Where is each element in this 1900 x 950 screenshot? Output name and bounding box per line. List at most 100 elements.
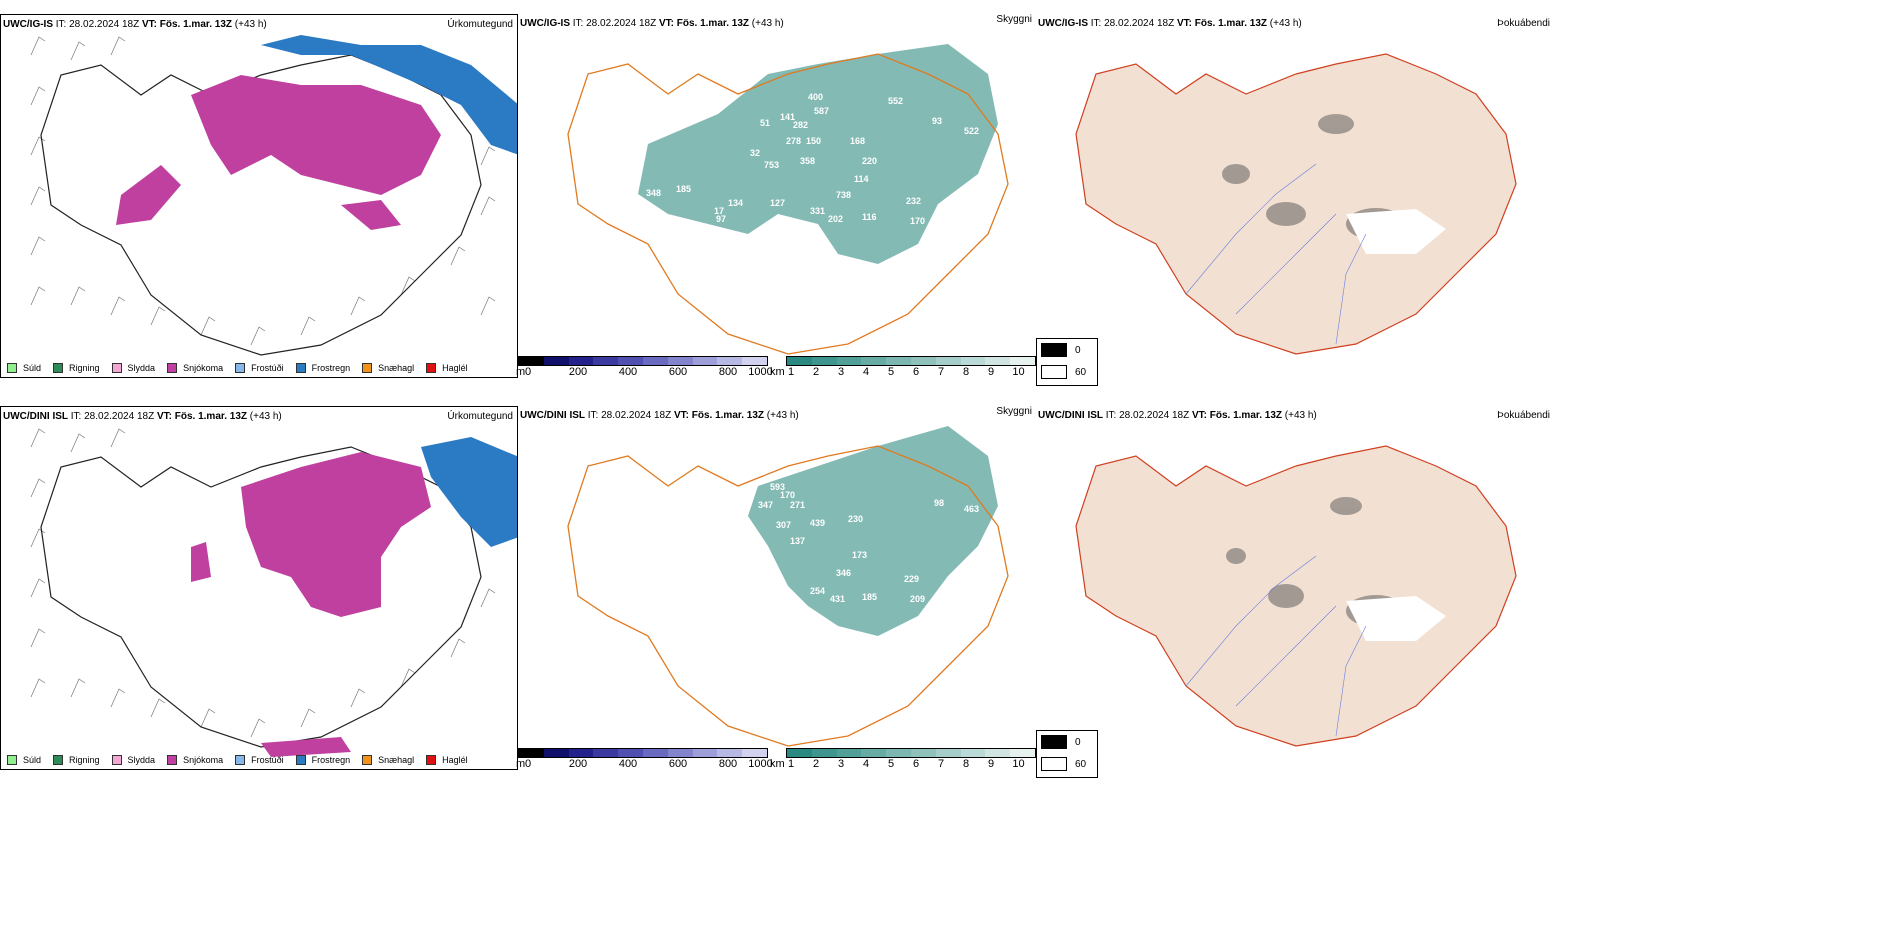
legend-item: Snæhagl [362, 363, 414, 373]
cloud-label: 17 [714, 206, 724, 216]
cloud-title-top: Skyggni [996, 14, 1032, 25]
fog-legend-value: 0 [1075, 344, 1081, 356]
ceiling-bar [518, 356, 768, 366]
legend-label: Frostregn [311, 363, 351, 373]
bin [692, 357, 718, 365]
legend-swatch [53, 363, 64, 373]
legend-item: Frostregn [295, 755, 350, 765]
tick: 3 [837, 366, 845, 378]
legend-swatch [7, 363, 17, 373]
ceiling-unit: m [516, 366, 526, 378]
cloud-title-bottom: Skyggni [996, 406, 1032, 417]
fog-panel-top: UWC/IG-IS IT: 28.02.2024 18Z VT: Fös. 1.… [1036, 14, 1554, 378]
fog-legend-row: 0 [1041, 735, 1081, 749]
bin [593, 357, 619, 365]
bin [910, 749, 936, 757]
legend-swatch [362, 755, 373, 765]
it-label: IT: [587, 410, 599, 421]
tick: 4 [862, 758, 870, 770]
visibility-ticks: 1 2 3 4 5 6 7 8 9 10 [786, 758, 1036, 770]
bin [787, 357, 812, 365]
bin [960, 357, 986, 365]
cloud-map-top: 400 552 220 141 282 150 278 168 358 753 … [567, 44, 1009, 355]
precip-legend-bottom: Súld Rigning Slydda Snjókoma Frostúði Fr… [7, 755, 468, 765]
cloud-panel-top: 400 552 220 141 282 150 278 168 358 753 … [518, 14, 1036, 378]
cloud-panel-bottom: 593 170 271 347 307 439 230 137 173 346 … [518, 406, 1036, 770]
init-time: 28.02.2024 18Z [1104, 18, 1175, 29]
bin [742, 749, 767, 757]
cloud-label: 431 [830, 594, 845, 604]
legend-swatch [362, 363, 373, 373]
legend-swatch [295, 363, 306, 373]
bin [543, 357, 569, 365]
cloud-label: 439 [810, 518, 825, 528]
visibility-unit: km [770, 366, 785, 378]
fog-swatch-dark [1041, 735, 1067, 749]
freezing-rain-region [261, 35, 517, 155]
bin [717, 749, 743, 757]
bin [836, 749, 862, 757]
model-name: UWC/IG-IS [3, 19, 53, 30]
model-name: UWC/IG-IS [520, 18, 570, 29]
cloud-label: 150 [806, 136, 821, 146]
fog-title-top: Þokuábendi [1497, 18, 1550, 29]
iceland-outline [40, 54, 482, 356]
tick: 0 [524, 758, 532, 770]
lead-time: (+43 h) [234, 19, 267, 30]
snow-region-south [261, 737, 351, 757]
legend-swatch [167, 755, 178, 765]
bin [692, 749, 718, 757]
fog-legend-top: 0 60 [1036, 338, 1098, 386]
cloud-label: 202 [828, 214, 843, 224]
cloud-label: 230 [848, 514, 863, 524]
legend-swatch [111, 363, 122, 373]
ceiling-unit: m [516, 758, 526, 770]
it-label: IT: [70, 411, 82, 422]
cloud-label: 116 [862, 212, 877, 222]
tick: 10 [1012, 366, 1025, 378]
fog-legend-value: 0 [1075, 736, 1081, 748]
bin [935, 749, 961, 757]
legend-label: Snjókoma [183, 363, 224, 373]
visibility-ticks: 1 2 3 4 5 6 7 8 9 10 [786, 366, 1036, 378]
valid-time: Fös. 1.mar. 13Z [1194, 18, 1268, 29]
cloud-label: 127 [770, 198, 785, 208]
bin [886, 749, 911, 757]
ceiling-colorbar-bottom: 0 200 400 600 800 1000 m [516, 748, 773, 770]
cloud-header-top: UWC/IG-IS IT: 28.02.2024 18Z VT: Fös. 1.… [520, 18, 784, 29]
tick: 200 [568, 758, 588, 770]
cloud-label: 141 [780, 112, 795, 122]
bin [568, 749, 594, 757]
cloud-label: 738 [836, 190, 851, 200]
ceiling-bar [518, 748, 768, 758]
cloud-label: 400 [808, 92, 823, 102]
cloud-label: 278 [786, 136, 801, 146]
ceiling-ticks: 0 200 400 600 800 1000 [518, 366, 773, 378]
tick: 5 [887, 758, 895, 770]
cloud-label: 193 [770, 578, 785, 588]
legend-label: Rigning [69, 755, 100, 765]
legend-label: Haglél [442, 755, 468, 765]
it-label: IT: [1105, 410, 1117, 421]
init-time: 28.02.2024 18Z [1119, 410, 1190, 421]
cloud-label: 587 [814, 106, 829, 116]
tick: 2 [812, 366, 820, 378]
model-name: UWC/IG-IS [1038, 18, 1088, 29]
iceland-outline [40, 446, 482, 748]
valid-time: Fös. 1.mar. 13Z [676, 18, 750, 29]
tick: 9 [987, 758, 995, 770]
visibility-colorbar-top: 1 2 3 4 5 6 7 8 9 10 km [770, 356, 1036, 378]
legend-item: Slydda [111, 755, 155, 765]
tick: 800 [718, 366, 738, 378]
vt-label: VT: [141, 19, 157, 30]
bin [618, 357, 643, 365]
precip-header-bottom: UWC/DINI ISL IT: 28.02.2024 18Z VT: Fös.… [3, 411, 282, 422]
legend-label: Snæhagl [378, 755, 415, 765]
legend-label: Rigning [69, 363, 100, 373]
fog-map-top [1075, 53, 1517, 355]
cloud-label: 114 [854, 174, 869, 184]
bin [861, 357, 887, 365]
bin [985, 357, 1011, 365]
lead-time: (+43 h) [1284, 410, 1317, 421]
fog-legend-bottom: 0 60 [1036, 730, 1098, 778]
